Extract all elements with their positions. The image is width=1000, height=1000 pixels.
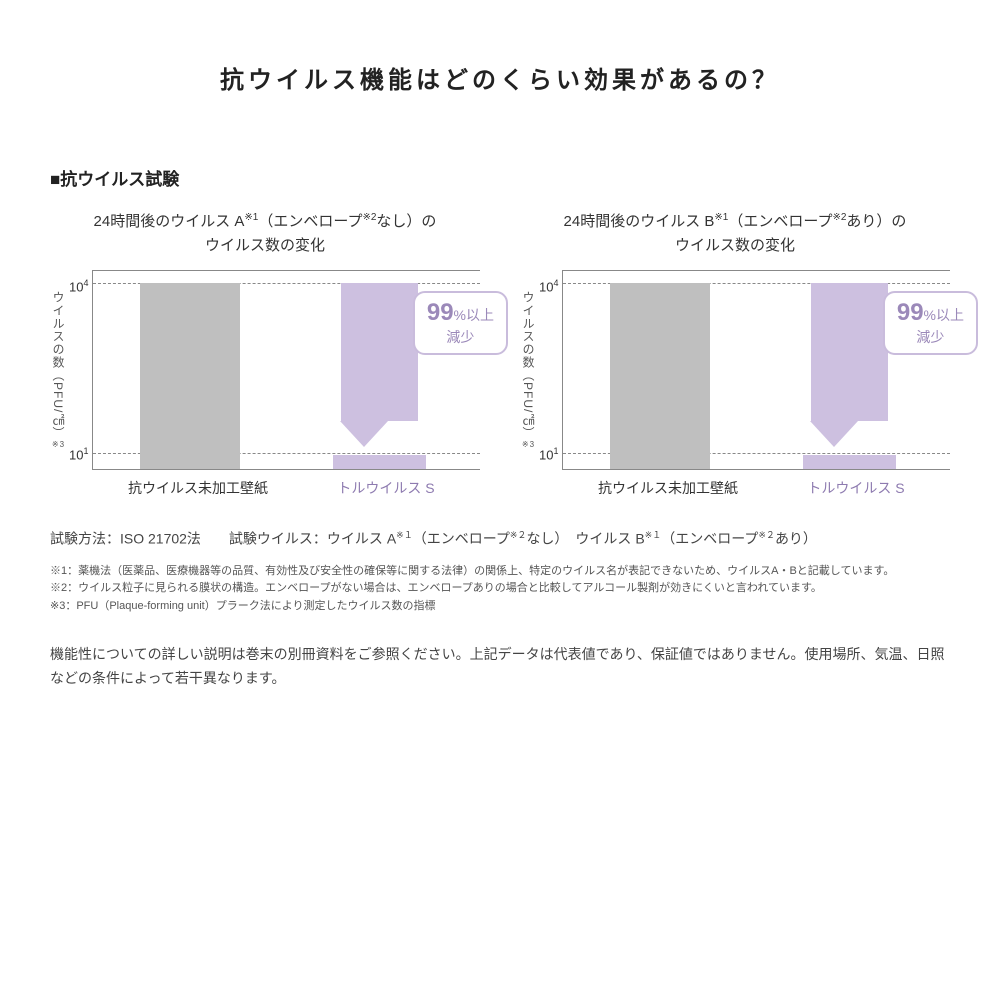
bar-untreated	[610, 283, 710, 469]
reduction-bubble: 99%以上減少	[883, 291, 978, 355]
plot-area: 99%以上減少	[562, 270, 950, 470]
chart-1: 24時間後のウイルス B※1（エンベロープ※2あり）のウイルス数の変化ウイルスの…	[520, 210, 950, 498]
bar-treated	[803, 455, 896, 469]
y-axis-ticks: 104101	[539, 270, 562, 470]
chart-title: 24時間後のウイルス A※1（エンベロープ※2なし）のウイルス数の変化	[50, 210, 480, 258]
method-line: 試験方法：ISO 21702法 試験ウイルス：ウイルス A※１（エンベロープ※２…	[50, 528, 950, 549]
plot-area: 99%以上減少	[92, 270, 480, 470]
xlabel-untreated: 抗ウイルス未加工壁紙	[104, 478, 292, 498]
chart-title: 24時間後のウイルス B※1（エンベロープ※2あり）のウイルス数の変化	[520, 210, 950, 258]
reduction-arrow	[811, 283, 888, 422]
section-label: ■抗ウイルス試験	[50, 165, 950, 190]
y-axis-label: ウイルスの数（PFU/㎠）※3	[520, 270, 539, 470]
footnotes: ※1：薬機法（医薬品、医療機器等の品質、有効性及び安全性の確保等に関する法律）の…	[50, 563, 950, 616]
bar-treated	[333, 455, 426, 469]
y-axis-label: ウイルスの数（PFU/㎠）※3	[50, 270, 69, 470]
y-axis-ticks: 104101	[69, 270, 92, 470]
reduction-arrow	[341, 283, 418, 422]
reduction-bubble: 99%以上減少	[413, 291, 508, 355]
bar-untreated	[140, 283, 240, 469]
xlabel-treated: トルウイルス S	[292, 478, 480, 498]
page-title: 抗ウイルス機能はどのくらい効果があるの？	[50, 60, 950, 95]
x-axis-labels: 抗ウイルス未加工壁紙トルウイルス S	[50, 478, 480, 498]
reduction-arrow-head	[810, 421, 858, 447]
disclaimer: 機能性についての詳しい説明は巻末の別冊資料をご参照ください。上記データは代表値で…	[50, 643, 950, 691]
xlabel-untreated: 抗ウイルス未加工壁紙	[574, 478, 762, 498]
x-axis-labels: 抗ウイルス未加工壁紙トルウイルス S	[520, 478, 950, 498]
xlabel-treated: トルウイルス S	[762, 478, 950, 498]
reduction-arrow-head	[340, 421, 388, 447]
chart-0: 24時間後のウイルス A※1（エンベロープ※2なし）のウイルス数の変化ウイルスの…	[50, 210, 480, 498]
